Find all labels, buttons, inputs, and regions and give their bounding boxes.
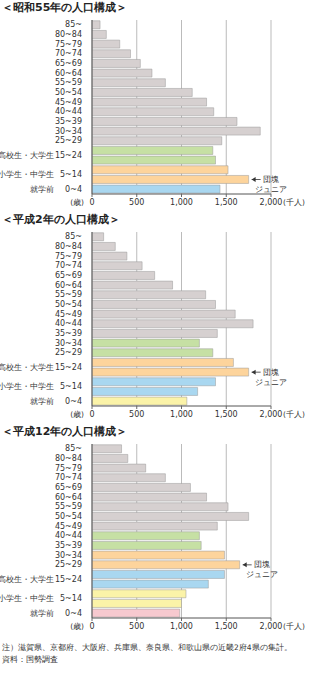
html-text:＜昭和55年の人口構成＞: ＜昭和55年の人口構成＞ xyxy=(2,1,128,14)
svg-text:0~4: 0~4 xyxy=(65,609,82,618)
svg-text:50~54: 50~54 xyxy=(55,300,82,309)
svg-text:(千人): (千人) xyxy=(283,410,305,419)
svg-text:50~54: 50~54 xyxy=(55,88,82,97)
svg-text:50~54: 50~54 xyxy=(55,512,82,521)
svg-text:500: 500 xyxy=(129,410,144,419)
svg-text:80~84: 80~84 xyxy=(55,454,82,463)
svg-text:1,000: 1,000 xyxy=(170,410,193,419)
svg-text:(千人): (千人) xyxy=(283,198,305,207)
svg-text:55~59: 55~59 xyxy=(55,78,82,87)
svg-text:45~49: 45~49 xyxy=(55,522,82,531)
svg-text:5~14: 5~14 xyxy=(60,382,82,391)
svg-text:小学生・中学生: 小学生・中学生 xyxy=(0,594,54,603)
svg-text:5~14: 5~14 xyxy=(60,594,82,603)
html-text:資料：国勢調査: 資料：国勢調査 xyxy=(2,655,58,664)
svg-text:1,500: 1,500 xyxy=(215,410,238,419)
svg-text:25~29: 25~29 xyxy=(55,560,82,569)
svg-text:小学生・中学生: 小学生・中学生 xyxy=(0,170,54,179)
svg-text:15~24: 15~24 xyxy=(55,151,82,160)
svg-text:85~: 85~ xyxy=(65,232,82,241)
svg-text:35~39: 35~39 xyxy=(55,541,82,550)
svg-text:団塊: 団塊 xyxy=(263,175,279,184)
svg-text:75~79: 75~79 xyxy=(55,464,82,473)
svg-text:1,000: 1,000 xyxy=(170,198,193,207)
svg-text:0: 0 xyxy=(89,410,94,419)
svg-text:35~39: 35~39 xyxy=(55,117,82,126)
svg-text:(千人): (千人) xyxy=(283,622,305,631)
svg-text:団塊: 団塊 xyxy=(263,368,279,377)
svg-text:30~34: 30~34 xyxy=(55,127,82,136)
svg-text:高校生・大学生: 高校生・大学生 xyxy=(0,575,54,584)
svg-text:85~: 85~ xyxy=(65,20,82,29)
svg-text:25~29: 25~29 xyxy=(55,348,82,357)
svg-text:2,000: 2,000 xyxy=(260,622,283,631)
svg-text:就学前: 就学前 xyxy=(30,185,54,194)
svg-text:30~34: 30~34 xyxy=(55,339,82,348)
svg-text:85~: 85~ xyxy=(65,444,82,453)
svg-text:ジュニア: ジュニア xyxy=(246,570,278,579)
svg-text:60~64: 60~64 xyxy=(55,281,82,290)
svg-text:70~74: 70~74 xyxy=(55,261,82,270)
svg-text:15~24: 15~24 xyxy=(55,363,82,372)
svg-text:60~64: 60~64 xyxy=(55,69,82,78)
svg-text:(歳): (歳) xyxy=(70,198,84,207)
svg-text:70~74: 70~74 xyxy=(55,473,82,482)
svg-text:80~84: 80~84 xyxy=(55,242,82,251)
svg-text:75~79: 75~79 xyxy=(55,40,82,49)
svg-text:2,000: 2,000 xyxy=(260,410,283,419)
svg-text:25~29: 25~29 xyxy=(55,136,82,145)
svg-text:55~59: 55~59 xyxy=(55,290,82,299)
svg-text:500: 500 xyxy=(129,198,144,207)
svg-text:高校生・大学生: 高校生・大学生 xyxy=(0,151,54,160)
svg-text:60~64: 60~64 xyxy=(55,493,82,502)
svg-text:35~39: 35~39 xyxy=(55,329,82,338)
svg-text:80~84: 80~84 xyxy=(55,30,82,39)
svg-text:2,000: 2,000 xyxy=(260,198,283,207)
svg-text:(歳): (歳) xyxy=(70,622,84,631)
svg-text:0~4: 0~4 xyxy=(65,185,82,194)
svg-text:就学前: 就学前 xyxy=(30,397,54,406)
svg-text:45~49: 45~49 xyxy=(55,98,82,107)
svg-text:75~79: 75~79 xyxy=(55,252,82,261)
svg-text:小学生・中学生: 小学生・中学生 xyxy=(0,382,54,391)
svg-text:15~24: 15~24 xyxy=(55,575,82,584)
svg-text:ジュニア: ジュニア xyxy=(255,378,287,387)
svg-text:70~74: 70~74 xyxy=(55,49,82,58)
svg-text:ジュニア: ジュニア xyxy=(255,185,287,194)
svg-text:65~69: 65~69 xyxy=(55,271,82,280)
svg-text:500: 500 xyxy=(129,622,144,631)
svg-text:1,500: 1,500 xyxy=(215,198,238,207)
svg-text:団塊: 団塊 xyxy=(254,560,270,569)
svg-text:55~59: 55~59 xyxy=(55,502,82,511)
svg-text:高校生・大学生: 高校生・大学生 xyxy=(0,363,54,372)
svg-text:0: 0 xyxy=(89,622,94,631)
svg-text:5~14: 5~14 xyxy=(60,170,82,179)
svg-text:(歳): (歳) xyxy=(70,410,84,419)
svg-text:40~44: 40~44 xyxy=(55,107,82,116)
svg-text:40~44: 40~44 xyxy=(55,319,82,328)
svg-text:40~44: 40~44 xyxy=(55,531,82,540)
svg-text:30~34: 30~34 xyxy=(55,551,82,560)
svg-text:45~49: 45~49 xyxy=(55,310,82,319)
svg-text:65~69: 65~69 xyxy=(55,59,82,68)
svg-text:1,500: 1,500 xyxy=(215,622,238,631)
html-text:＜平成2年の人口構成＞: ＜平成2年の人口構成＞ xyxy=(2,213,120,226)
html-text:＜平成12年の人口構成＞: ＜平成12年の人口構成＞ xyxy=(2,425,128,438)
svg-text:就学前: 就学前 xyxy=(30,609,54,618)
svg-text:1,000: 1,000 xyxy=(170,622,193,631)
html-text:注）滋賀県、京都府、大阪府、兵庫県、奈良県、和歌山県の近畿2: 注）滋賀県、京都府、大阪府、兵庫県、奈良県、和歌山県の近畿2府4県の集計。 xyxy=(2,643,292,652)
svg-text:0~4: 0~4 xyxy=(65,397,82,406)
svg-text:65~69: 65~69 xyxy=(55,483,82,492)
svg-text:0: 0 xyxy=(89,198,94,207)
